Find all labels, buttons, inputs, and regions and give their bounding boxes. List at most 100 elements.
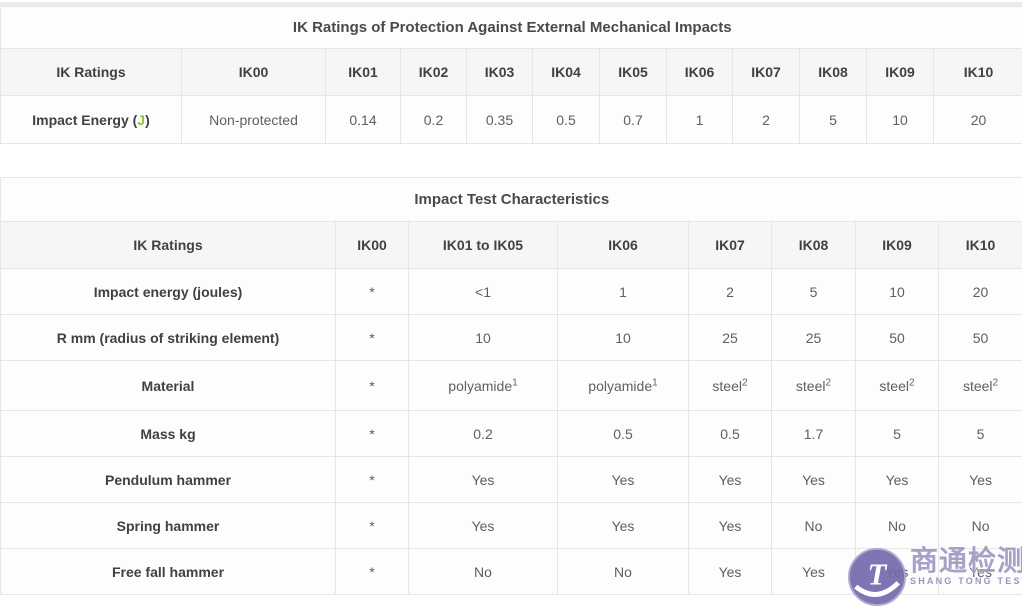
table2-value-cell-sup: 2: [909, 377, 915, 388]
table1-value-cell: 5: [800, 96, 867, 144]
table2-value-cell: Yes: [772, 549, 856, 595]
table2-value-cell: 0.5: [558, 411, 689, 457]
table1-value-cell: 0.5: [533, 96, 600, 144]
table2-value-cell: Yes: [939, 457, 1022, 503]
table1-header-cell: IK06: [667, 49, 733, 96]
table1-value-cell: 0.7: [600, 96, 667, 144]
table1-header-cell: IK10: [934, 49, 1022, 96]
table2-value-cell-sup: 2: [826, 377, 832, 388]
impact-energy-label-close: ): [145, 112, 150, 128]
table2-header-cell: IK06: [558, 222, 689, 269]
table2-value-cell-sup: 1: [652, 377, 658, 388]
table2-header-cell: IK00: [336, 222, 409, 269]
table2-value-cell: 50: [939, 315, 1022, 361]
table2-value-cell: 2: [689, 269, 772, 315]
table2-value-cell: Yes: [409, 503, 558, 549]
table2-value-cell: 25: [772, 315, 856, 361]
table1-header-cell: IK09: [867, 49, 934, 96]
table2-value-cell: 5: [856, 411, 939, 457]
table1-value-cell: 1: [667, 96, 733, 144]
table1-header-cell: IK05: [600, 49, 667, 96]
table2-value-cell: polyamide1: [558, 361, 689, 411]
table2-value-cell: polyamide1: [409, 361, 558, 411]
table2-title: Impact Test Characteristics: [1, 178, 1022, 222]
table2-header-cell: IK07: [689, 222, 772, 269]
table2-row-label: Material: [1, 361, 336, 411]
table2-value-cell: 20: [939, 269, 1022, 315]
ik-ratings-table: IK Ratings of Protection Against Externa…: [0, 6, 1022, 144]
table1-header-cell: IK00: [182, 49, 326, 96]
table1-value-cell: Non-protected: [182, 96, 326, 144]
table2-value-cell: No: [856, 503, 939, 549]
table2-value-cell: 0.2: [409, 411, 558, 457]
table2-value-cell: No: [409, 549, 558, 595]
table2-value-cell: *: [336, 361, 409, 411]
table2-value-cell: steel2: [939, 361, 1022, 411]
table2-header-cell: IK01 to IK05: [409, 222, 558, 269]
table2-header-cell: IK08: [772, 222, 856, 269]
table1-header-cell: IK04: [533, 49, 600, 96]
table2-value-cell: Yes: [689, 549, 772, 595]
table2-header-cell: IK10: [939, 222, 1022, 269]
table2-value-cell: No: [558, 549, 689, 595]
table2-value-cell: 1: [558, 269, 689, 315]
table2-value-cell: Yes: [856, 457, 939, 503]
table2-row-label: Mass kg: [1, 411, 336, 457]
table2-value-cell: *: [336, 457, 409, 503]
table2-value-cell: 5: [939, 411, 1022, 457]
table1-value-cell: 0.14: [326, 96, 401, 144]
table1-value-cell: 20: [934, 96, 1022, 144]
table2-value-cell: 50: [856, 315, 939, 361]
table2-value-cell: 10: [558, 315, 689, 361]
table1-header-cell: IK07: [733, 49, 800, 96]
table1-header-cell: IK Ratings: [1, 49, 182, 96]
table2-value-cell: 1.7: [772, 411, 856, 457]
table2-value-cell: 10: [856, 269, 939, 315]
table2-value-cell: Yes: [772, 457, 856, 503]
table2-value-cell: Yes: [409, 457, 558, 503]
table2-value-cell: No: [772, 503, 856, 549]
table2-row-label: Impact energy (joules): [1, 269, 336, 315]
table2-value-cell: 10: [409, 315, 558, 361]
table2-value-cell: Yes: [856, 549, 939, 595]
table2-value-cell: 5: [772, 269, 856, 315]
table2-value-cell-sup: 2: [993, 377, 999, 388]
table1-value-cell: 10: [867, 96, 934, 144]
table1-value-cell: 0.2: [401, 96, 467, 144]
table2-value-cell: *: [336, 503, 409, 549]
table2-value-cell: *: [336, 315, 409, 361]
table2-value-cell: steel2: [772, 361, 856, 411]
table2-row-label: R mm (radius of striking element): [1, 315, 336, 361]
table2-value-cell: Yes: [689, 503, 772, 549]
table2-row-label: Spring hammer: [1, 503, 336, 549]
table2-title-row: Impact Test Characteristics: [1, 178, 1022, 222]
table2-value-cell: *: [336, 411, 409, 457]
table2-value-cell: steel2: [689, 361, 772, 411]
joule-unit: J: [137, 112, 145, 128]
impact-energy-label: Impact Energy (: [32, 112, 137, 128]
table1-title-row: IK Ratings of Protection Against Externa…: [1, 7, 1022, 49]
table1-header-cell: IK08: [800, 49, 867, 96]
table1-header-cell: IK02: [401, 49, 467, 96]
table2-value-cell: <1: [409, 269, 558, 315]
table2-value-cell: 0.5: [689, 411, 772, 457]
table1-header-cell: IK03: [467, 49, 533, 96]
table2-value-cell: No: [939, 503, 1022, 549]
table2-header-cell: IK Ratings: [1, 222, 336, 269]
table1-header-cell: IK01: [326, 49, 401, 96]
table1-row-label: Impact Energy (J): [1, 96, 182, 144]
table2-value-cell: Yes: [689, 457, 772, 503]
table2-header-cell: IK09: [856, 222, 939, 269]
table2-row-label: Free fall hammer: [1, 549, 336, 595]
table2-value-cell: Yes: [939, 549, 1022, 595]
